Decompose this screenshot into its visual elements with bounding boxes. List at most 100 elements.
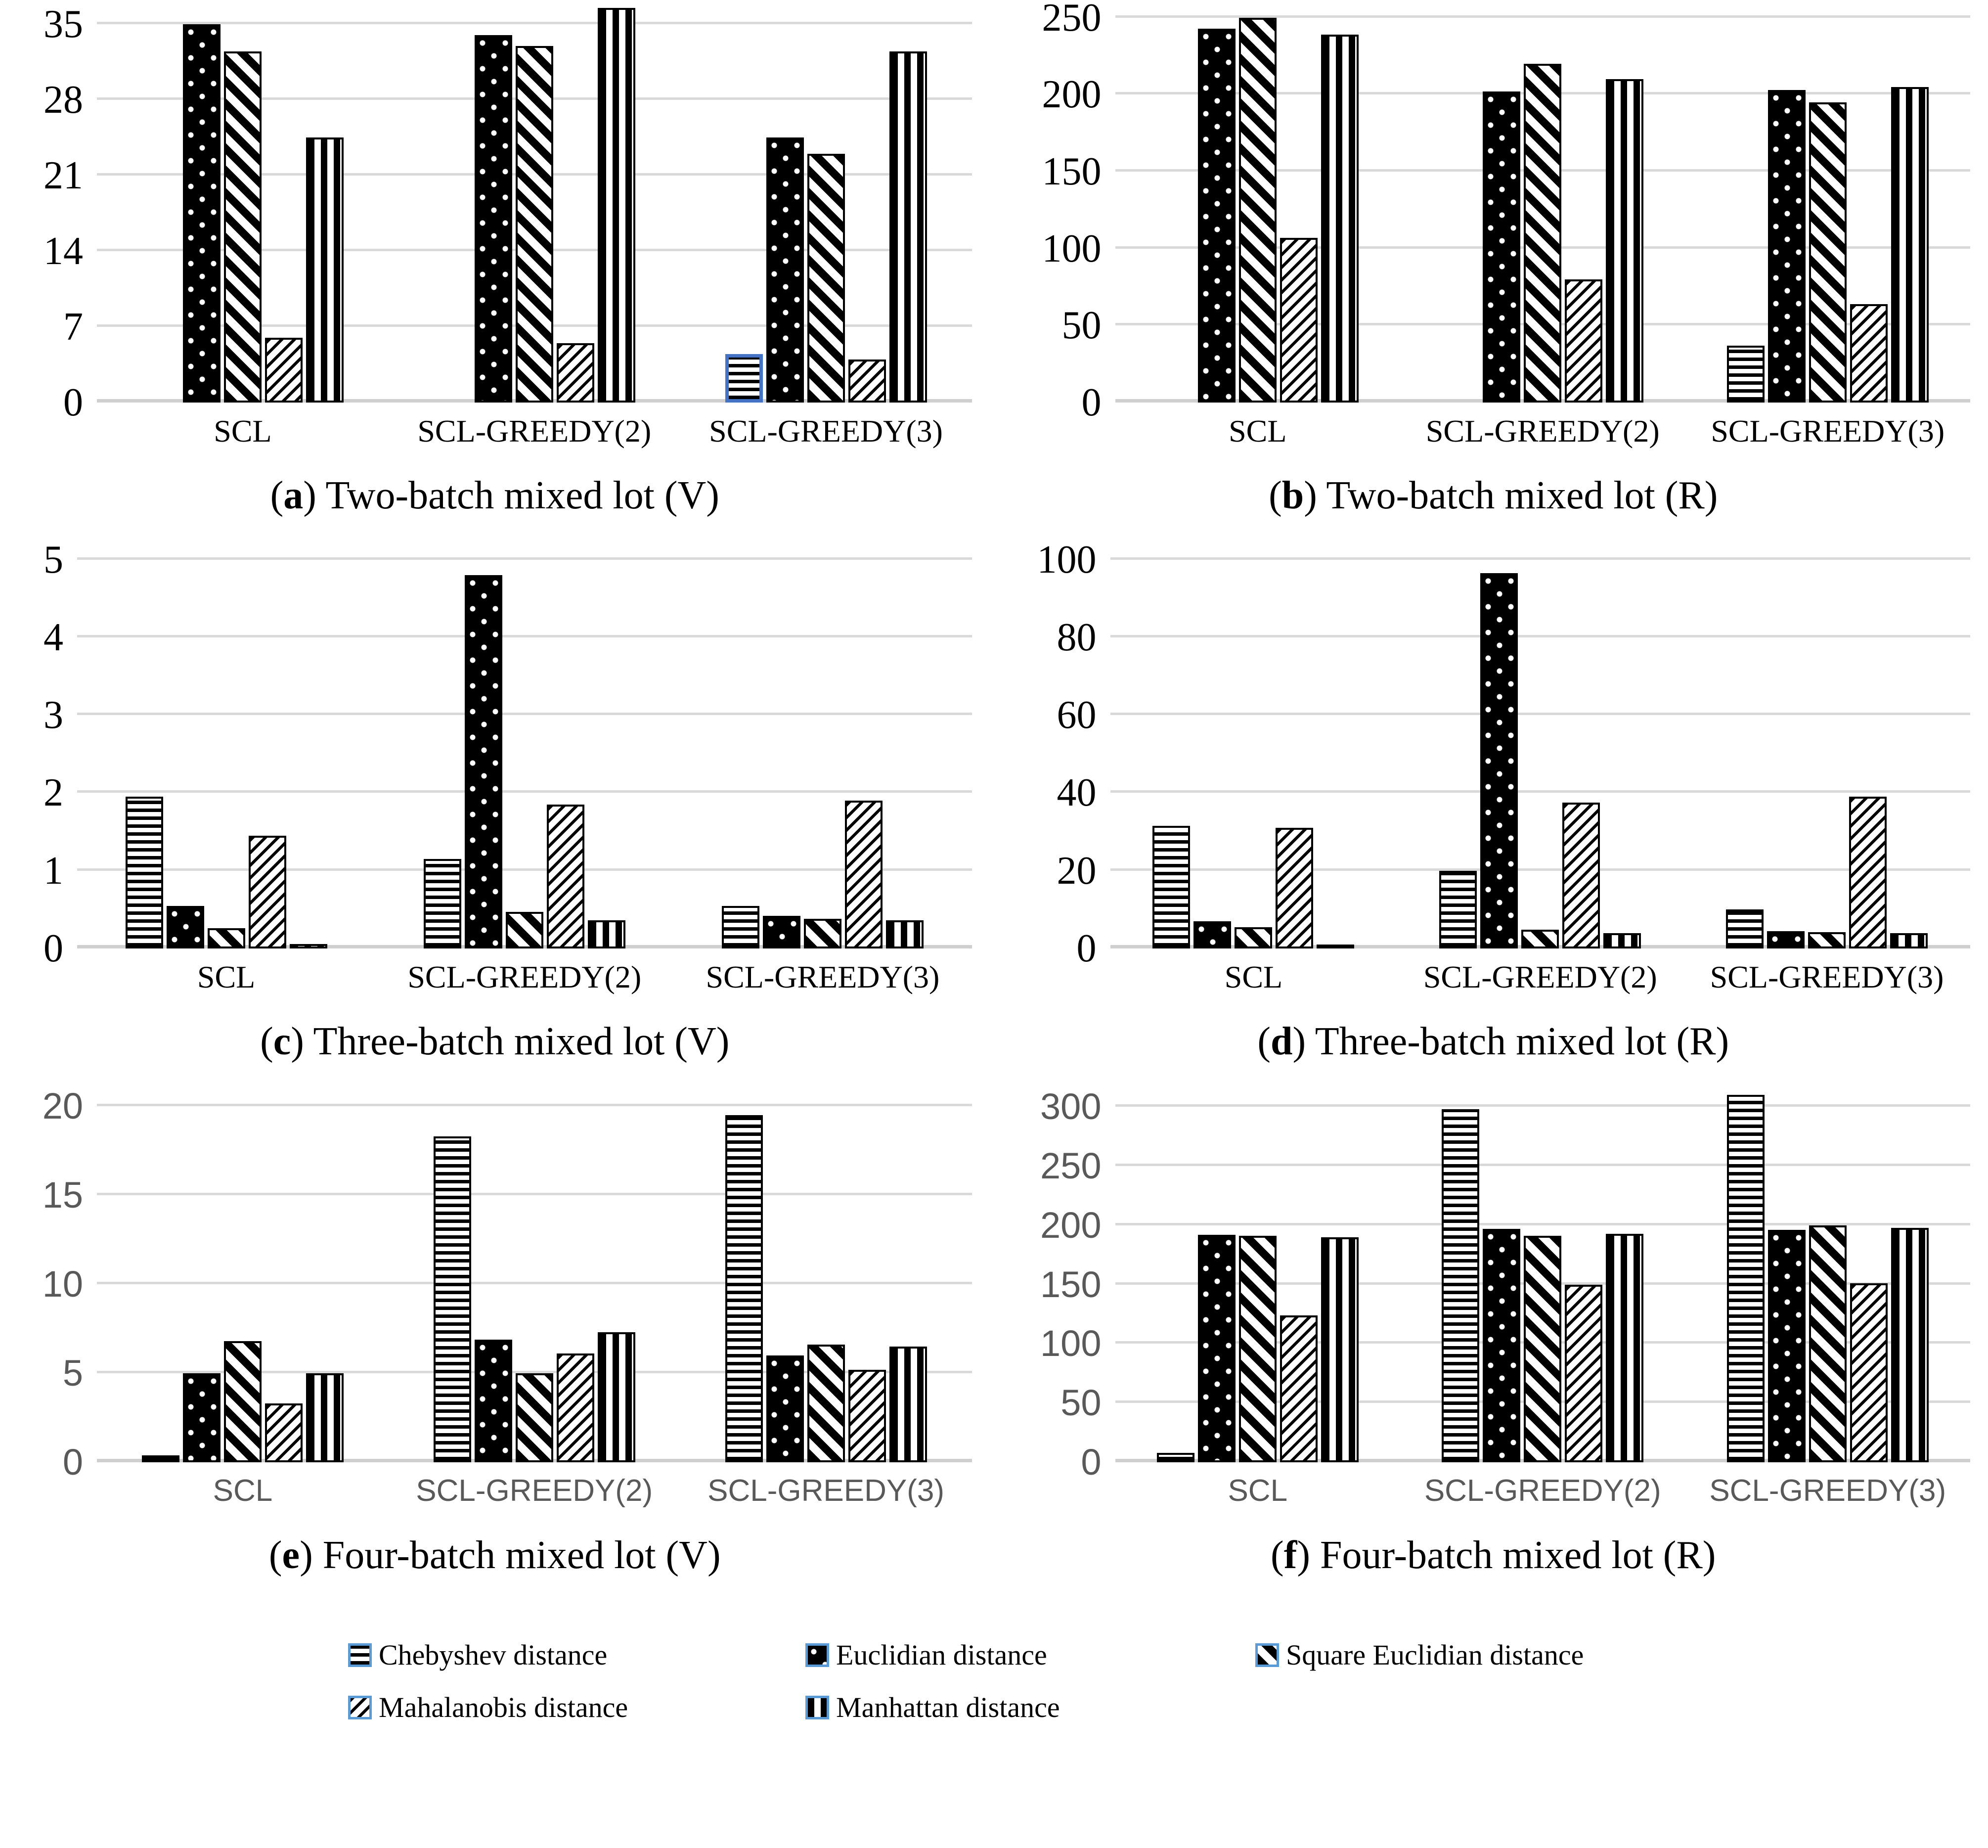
bar-mah (1565, 279, 1603, 403)
gridline (97, 1104, 972, 1107)
bar-sqeuc (223, 51, 262, 403)
x-category-label: SCL (1224, 959, 1283, 994)
caption-letter: e (282, 1533, 300, 1577)
bar-cheb (1726, 909, 1764, 948)
bar-cheb (125, 797, 163, 948)
y-tick-label: 0 (1081, 381, 1102, 424)
gridline (1110, 634, 1970, 637)
bar-euc (182, 1373, 221, 1462)
y-tick-label: 250 (1042, 0, 1102, 40)
bar-cheb (423, 859, 461, 948)
bar-sqeuc (1521, 930, 1559, 948)
bar-sqeuc (223, 1341, 262, 1462)
legend-label: Manhattan distance (836, 1691, 1060, 1723)
chart-a-two-batch-v: 0 7 14 21 28 35 SCL SCL-GREEDY(2) SCL-GREEDY(3)… (18, 4, 972, 519)
bar-man (306, 137, 344, 403)
y-axis: 0 50 100 150 200 250 300 (1016, 1087, 1115, 1482)
legend-item-square-euclidian: Square Euclidian distance (1255, 1639, 1584, 1671)
x-category-label: SCL-GREEDY(3) (1709, 1474, 1946, 1508)
bar-mah (265, 337, 303, 403)
bar-man (889, 51, 927, 403)
gridline (77, 790, 972, 793)
legend-item-euclidian: Euclidian distance (805, 1639, 1255, 1671)
bar-mah (844, 801, 883, 948)
bar-group-scl (97, 7, 389, 403)
bar-euc (1197, 1235, 1236, 1462)
gridline (77, 557, 972, 560)
bar-group-scl-greedy(2) (375, 548, 673, 948)
y-tick-label: 5 (62, 1352, 83, 1394)
chart-caption: (a) Two-batch mixed lot (V) (18, 472, 972, 519)
caption-open: ( (1271, 1533, 1284, 1577)
bar-group-scl-greedy(2) (389, 1094, 680, 1462)
y-tick-label: 3 (44, 693, 63, 737)
bar-sqeuc (1808, 932, 1846, 948)
bar-man (1606, 79, 1644, 403)
caption-close: ) (291, 1020, 313, 1063)
bar-man (1891, 87, 1929, 403)
gridline (77, 713, 972, 716)
bar-euc (1767, 1230, 1806, 1462)
chart-caption: (d) Three-batch mixed lot (R) (1016, 1018, 1971, 1065)
chart-area: 0 1 2 3 4 5 (18, 540, 972, 968)
bar-sqeuc (515, 45, 553, 403)
bar-mah (1565, 1284, 1603, 1462)
legend-item-manhattan: Manhattan distance (805, 1692, 1255, 1723)
bar-cheb (725, 354, 763, 403)
bar-groups (77, 548, 972, 948)
x-axis-labels: SCL SCL-GREEDY(2) SCL-GREEDY(3) (1110, 958, 1971, 996)
bar-group-scl-greedy(3) (680, 1094, 972, 1462)
caption-text: Two-batch mixed lot (R) (1326, 474, 1718, 517)
gridline (1110, 557, 1970, 560)
caption-open: ( (270, 474, 284, 517)
y-tick-label: 0 (62, 1442, 83, 1483)
bar-mah (848, 1369, 886, 1462)
chart-f-four-batch-r: 0 50 100 150 200 250 300 SCL SCL-GREEDY(2) SCL-G… (1016, 1087, 1971, 1579)
bar-man (1321, 35, 1359, 403)
plot-area (97, 7, 972, 403)
gridline (1115, 1164, 1970, 1167)
caption-letter: c (273, 1020, 291, 1063)
caption-open: ( (268, 1533, 282, 1577)
caption-letter: a (283, 474, 304, 517)
caption-open: ( (260, 1020, 273, 1063)
bar-euc (1197, 28, 1236, 403)
y-axis: 0 1 2 3 4 5 (18, 540, 77, 968)
bar-mah (1850, 1283, 1888, 1462)
bar-euc (1193, 921, 1232, 948)
y-tick-label: 0 (1081, 1442, 1102, 1483)
legend-label: Mahalanobis distance (379, 1691, 628, 1723)
legend-item-chebyshev: Chebyshev distance (348, 1639, 805, 1671)
bar-cheb (1726, 345, 1765, 403)
y-tick-label: 1 (44, 849, 63, 893)
bar-sqeuc (1524, 64, 1562, 403)
y-tick-label: 50 (1060, 1382, 1102, 1424)
bar-man (1603, 933, 1641, 948)
y-tick-label: 80 (1057, 615, 1097, 659)
bar-mah (1280, 1315, 1318, 1462)
gridline (97, 1282, 972, 1285)
plot-area (97, 1094, 972, 1462)
caption-text: Four-batch mixed lot (R) (1320, 1533, 1716, 1577)
caption-close: ) (1292, 1020, 1315, 1063)
bar-group-scl (1115, 7, 1401, 403)
bar-mah (546, 805, 584, 948)
chart-b-two-batch-r: 0 50 100 150 200 250 SCL SCL-GREEDY(2) SCL-GREE… (1016, 0, 1970, 519)
bar-man (289, 944, 327, 948)
bar-euc (166, 905, 204, 948)
gridline (77, 634, 972, 637)
vertical-stripes-swatch-icon (805, 1696, 829, 1719)
bar-group-scl-greedy(2) (1400, 7, 1685, 403)
caption-text: Two-batch mixed lot (V) (325, 474, 719, 517)
bar-cheb (1439, 870, 1477, 948)
y-tick-label: 60 (1057, 693, 1097, 737)
bar-group-scl-greedy(3) (1685, 1094, 1971, 1462)
y-tick-label: 28 (44, 78, 83, 122)
x-category-label: SCL-GREEDY(2) (1424, 1474, 1661, 1508)
x-category-label: SCL-GREEDY(2) (407, 959, 642, 994)
y-tick-label: 200 (1042, 73, 1102, 117)
bar-euc (766, 1355, 804, 1462)
bar-cheb (1726, 1095, 1765, 1462)
y-tick-label: 50 (1061, 304, 1102, 348)
